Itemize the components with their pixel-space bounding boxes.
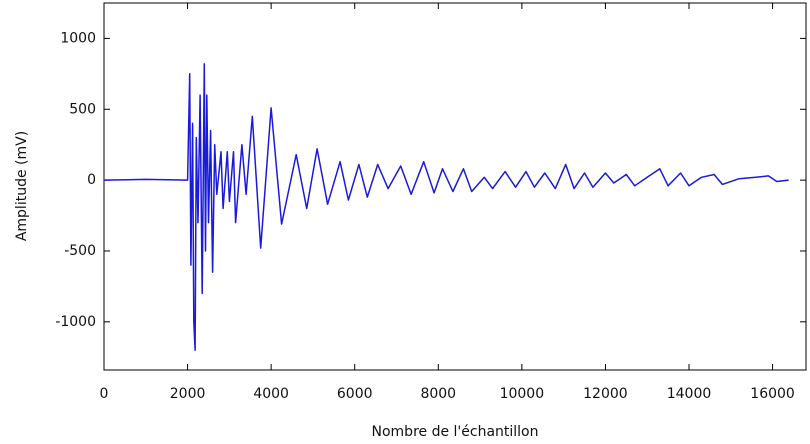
x-tick-label: 6000 <box>337 386 373 402</box>
x-axis-label: Nombre de l'échantillon <box>372 424 539 440</box>
x-tick-label: 14000 <box>667 386 712 402</box>
x-tick-label: 12000 <box>583 386 628 402</box>
x-tick-label: 2000 <box>170 386 206 402</box>
y-tick-label: -1000 <box>55 314 96 330</box>
x-tick-label: 10000 <box>500 386 545 402</box>
y-tick-label: 500 <box>69 101 96 117</box>
x-tick-label: 16000 <box>750 386 795 402</box>
y-tick-label: -500 <box>64 243 96 259</box>
signal-line <box>103 63 789 351</box>
y-axis-label: Amplitude (mV) <box>14 131 30 241</box>
x-tick-label: 4000 <box>253 386 289 402</box>
y-tick-label: 0 <box>87 172 96 188</box>
y-tick-label: 1000 <box>60 30 96 46</box>
x-tick-label: 0 <box>100 386 109 402</box>
x-tick-label: 8000 <box>420 386 456 402</box>
